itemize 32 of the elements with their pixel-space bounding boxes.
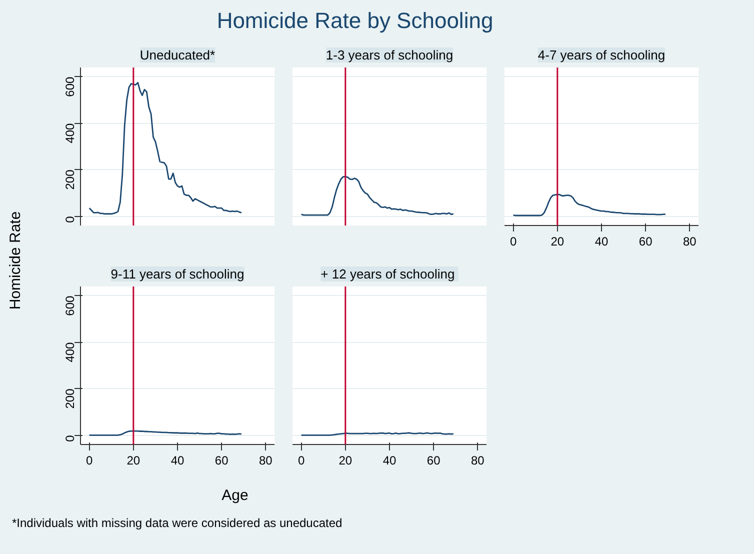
y-tick-label: 0 <box>63 434 77 442</box>
x-tick-label: 20 <box>338 454 352 468</box>
x-tick-label: 0 <box>298 454 305 468</box>
x-tick-label: 40 <box>594 234 608 248</box>
text: Homicide Rate by Schooling <box>216 7 494 35</box>
x-tick-label: 40 <box>170 454 184 468</box>
chart-title: 9-11 years of schooling <box>110 266 244 282</box>
text: Age <box>222 486 248 506</box>
x-tick-label: 60 <box>214 454 229 468</box>
x-tick-label: 20 <box>126 454 140 468</box>
chart-title: 4-7 years of schooling <box>538 48 666 62</box>
y-tick-label: 600 <box>63 76 77 97</box>
y-tick-label: 600 <box>63 295 77 316</box>
text: Homicide Rate <box>7 211 24 310</box>
chart-title: + 12 years of schooling <box>320 266 455 282</box>
x-tick-label: 60 <box>426 454 441 468</box>
y-tick-label: 400 <box>63 342 77 362</box>
x-tick-label: 0 <box>510 234 517 248</box>
x-tick-label: 80 <box>471 454 485 468</box>
x-tick-label: 40 <box>382 454 396 468</box>
text: *Individuals with missing data were considered as uneducated <box>12 515 342 532</box>
y-tick-label: 0 <box>63 216 77 223</box>
x-tick-label: 0 <box>86 454 93 468</box>
y-tick-label: 400 <box>63 122 77 144</box>
y-tick-label: 200 <box>63 388 77 409</box>
chart-title: Uneducated* <box>140 48 216 62</box>
x-tick-label: 80 <box>259 454 273 468</box>
x-tick-label: 80 <box>683 234 697 248</box>
y-tick-label: 200 <box>63 169 77 190</box>
chart-title: 1-3 years of schooling <box>326 48 454 62</box>
x-tick-label: 20 <box>550 234 564 248</box>
x-tick-label: 60 <box>638 234 653 248</box>
